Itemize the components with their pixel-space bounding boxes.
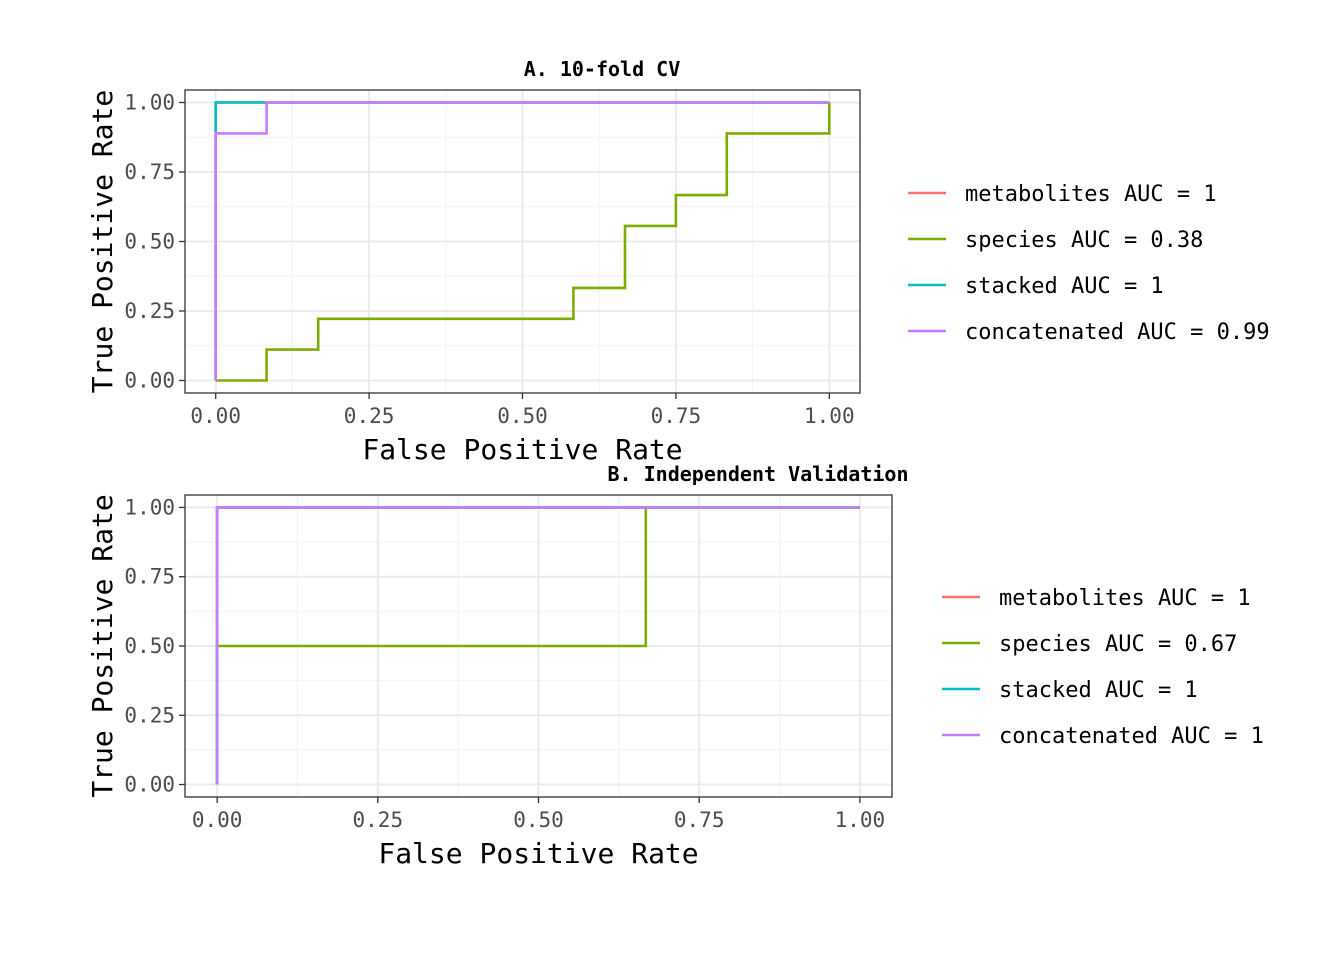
legend-label: species AUC = 0.38: [965, 228, 1203, 253]
legend-label: stacked AUC = 1: [965, 274, 1164, 299]
legend-label: concatenated AUC = 0.99: [965, 320, 1270, 345]
legend-label: concatenated AUC = 1: [999, 724, 1264, 749]
x-tick-label: 0.25: [353, 808, 404, 832]
y-tick-label: 0.75: [124, 160, 175, 184]
series-line-concatenated: [215, 506, 860, 785]
x-tick-label: 0.75: [674, 808, 725, 832]
chart-title: A. 10-fold CV: [524, 57, 681, 81]
y-tick-label: 0.50: [124, 230, 175, 254]
x-tick-label: 1.00: [804, 404, 855, 428]
legend-label: metabolites AUC = 1: [965, 182, 1217, 207]
y-tick-label: 1.00: [124, 495, 175, 519]
legend: metabolites AUC = 1 species AUC = 0.38 sta…: [908, 182, 1270, 345]
chart-title: B. Independent Validation: [607, 462, 908, 486]
x-tick-label: 1.00: [835, 808, 886, 832]
chart-panel-a: 0.00 0.25 0.50 0.75 1.00 0.00 0.25 0.50 0.75 1.00…: [86, 57, 1270, 466]
series-line-concatenated: [214, 101, 830, 381]
x-axis-label: False Positive Rate: [378, 837, 698, 870]
legend-label: species AUC = 0.67: [999, 632, 1237, 657]
y-axis-label: True Positive Rate: [86, 90, 119, 393]
x-axis-label: False Positive Rate: [362, 433, 682, 466]
y-tick-label: 0.75: [124, 565, 175, 589]
y-tick-label: 1.00: [124, 91, 175, 115]
x-tick-label: 0.00: [192, 808, 243, 832]
y-tick-label: 0.00: [124, 368, 175, 392]
y-tick-label: 0.25: [124, 299, 175, 323]
x-tick-label: 0.75: [651, 404, 702, 428]
legend-label: stacked AUC = 1: [999, 678, 1198, 703]
y-tick-label: 0.50: [124, 634, 175, 658]
y-tick-label: 0.00: [124, 773, 175, 797]
y-tick-label: 0.25: [124, 703, 175, 727]
x-tick-label: 0.25: [344, 404, 395, 428]
legend: metabolites AUC = 1 species AUC = 0.67 sta…: [942, 586, 1264, 749]
x-tick-label: 0.50: [497, 404, 548, 428]
legend-label: metabolites AUC = 1: [999, 586, 1251, 611]
series-line-species: [215, 102, 831, 382]
x-tick-label: 0.00: [190, 404, 241, 428]
x-tick-label: 0.50: [513, 808, 564, 832]
chart-panel-b: 0.00 0.25 0.50 0.75 1.00 0.00 0.25 0.50 0.75 1.00…: [86, 462, 1264, 870]
y-axis-label: True Positive Rate: [86, 494, 119, 797]
